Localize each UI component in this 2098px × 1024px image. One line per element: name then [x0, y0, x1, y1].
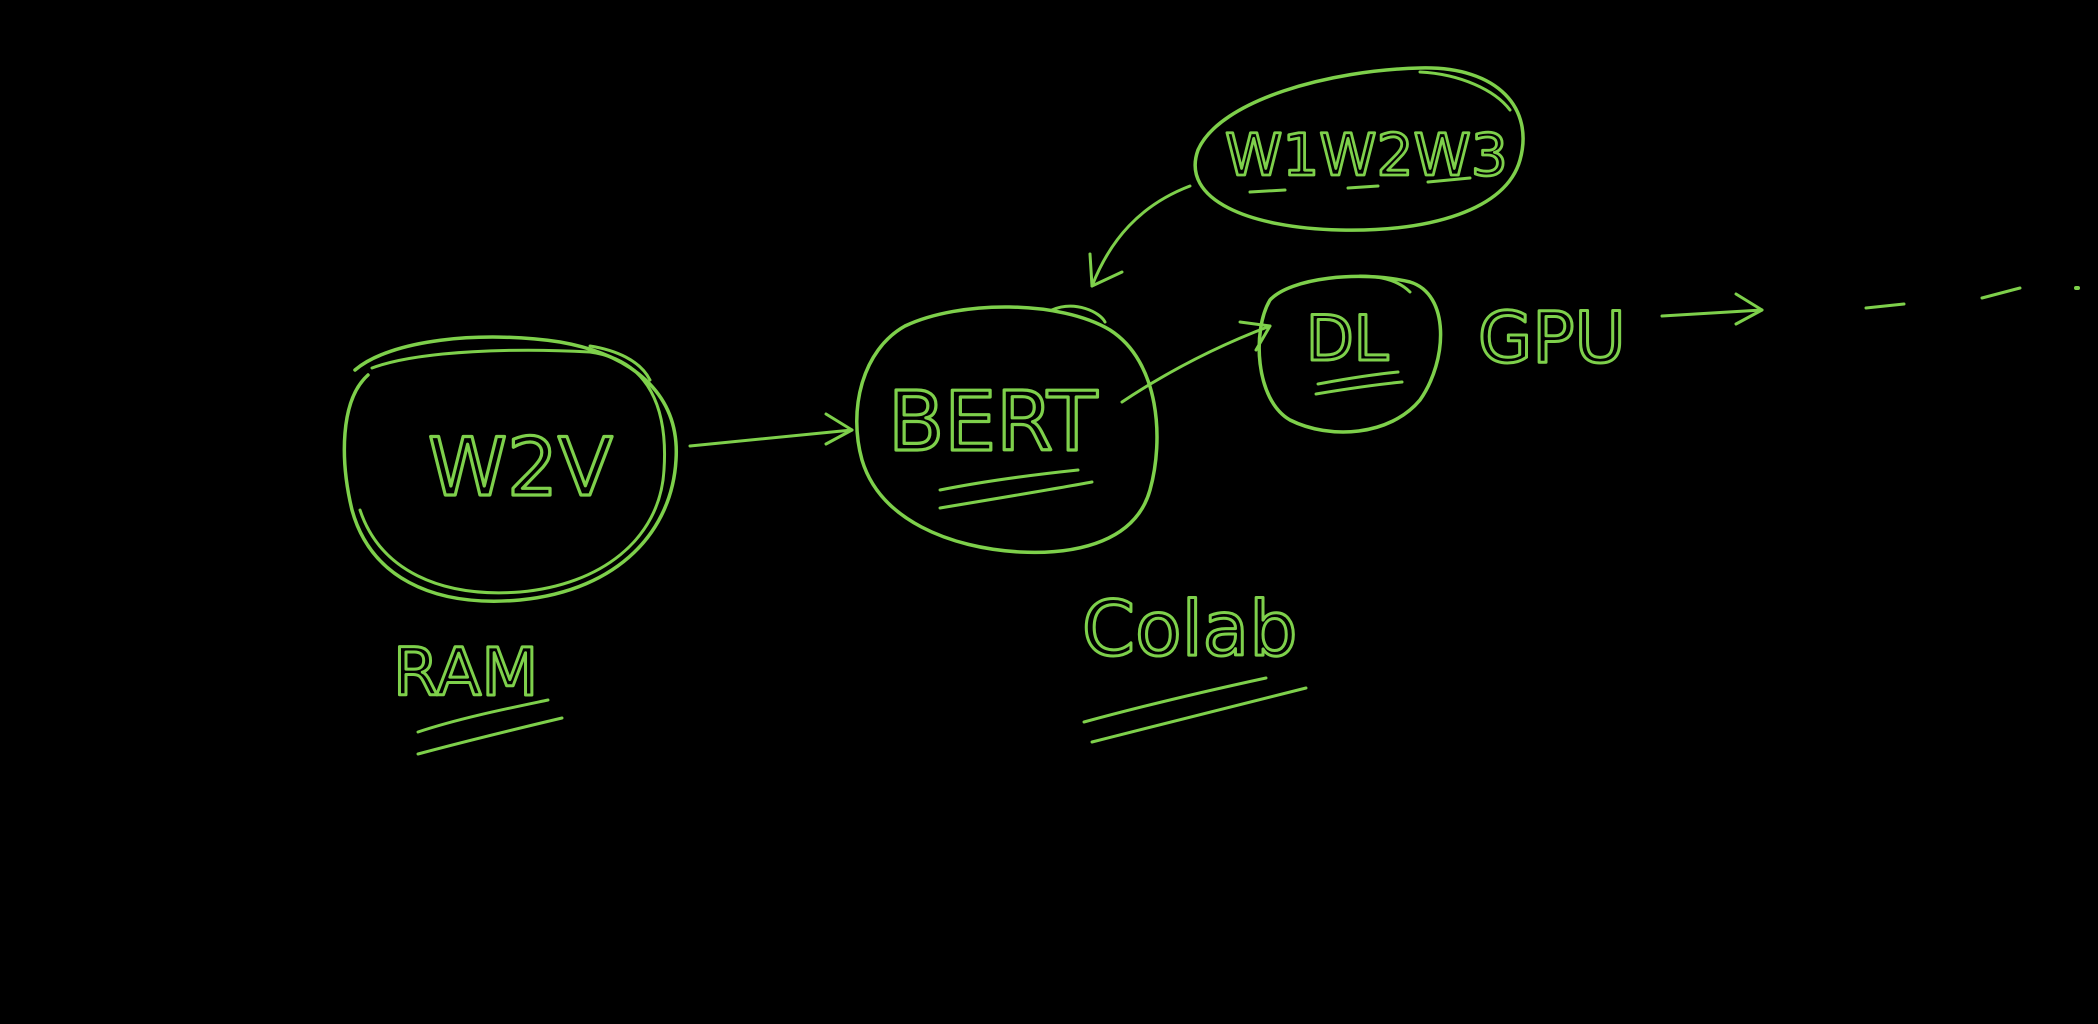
node-bert-underline-2 [938, 480, 1094, 510]
annotation-gpu-text: GPU [1478, 297, 1626, 379]
arrow-bert-to-dl-shaft [1120, 324, 1272, 404]
arrow-gpu-onward-shaft [1660, 308, 1764, 318]
node-dl-top-flick [1358, 274, 1412, 294]
node-w2v-top-flick [588, 344, 652, 382]
node-weights-underline-2 [1346, 184, 1380, 190]
arrow-w2v-to-bert [688, 412, 854, 448]
node-weights-top-flick [1418, 70, 1512, 112]
caption-colab: Colab [1081, 583, 1308, 744]
continuation-dash-1 [1864, 302, 1906, 310]
node-w2v-outline [342, 335, 678, 603]
caption-colab-text: Colab [1082, 584, 1298, 673]
node-weights: W1W2W3 [1193, 66, 1525, 232]
annotation-gpu: GPU [1477, 296, 1628, 381]
caption-ram-underline-2 [416, 716, 564, 756]
node-w2v-outline-retrace [358, 348, 667, 595]
node-dl-underline-2 [1314, 380, 1404, 396]
node-bert-label: BERT [888, 375, 1098, 470]
continuation-dash-2 [1980, 286, 2022, 300]
node-dl-label: DL [1306, 302, 1389, 375]
node-dl: DL [1257, 274, 1443, 434]
node-bert-outline [855, 305, 1159, 555]
arrow-weights-to-bert-head [1088, 252, 1124, 288]
node-weights-underline-1 [1248, 188, 1287, 194]
caption-colab-underline-1 [1082, 676, 1268, 724]
node-bert-underline-1 [938, 468, 1080, 492]
node-w2v: W2V [342, 335, 678, 603]
continuation-dashes [1864, 286, 2080, 310]
node-w2v-label: W2V [428, 421, 613, 514]
caption-ram-text: RAM [393, 634, 538, 711]
arrow-bert-to-dl [1120, 320, 1272, 404]
node-bert-top-flick [1050, 304, 1107, 324]
arrow-gpu-onward-head [1734, 292, 1764, 326]
arrow-w2v-to-bert-shaft [688, 428, 854, 448]
arrow-weights-to-bert-shaft [1090, 184, 1192, 288]
node-weights-underline-3 [1426, 176, 1472, 184]
caption-ram-underline-1 [416, 698, 550, 734]
arrow-weights-to-bert [1088, 184, 1192, 288]
caption-colab-underline-2 [1090, 686, 1308, 744]
arrow-gpu-onward [1660, 292, 1764, 326]
arrow-w2v-to-bert-head [824, 412, 854, 446]
node-dl-underline-1 [1316, 370, 1400, 386]
node-weights-outline [1193, 66, 1525, 232]
node-bert: BERT [855, 304, 1159, 555]
caption-ram: RAM [392, 633, 564, 756]
